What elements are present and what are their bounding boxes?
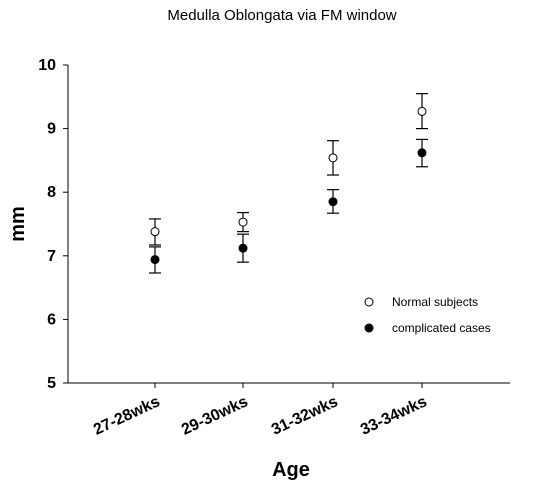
legend-marker — [364, 297, 374, 307]
legend-label: complicated cases — [392, 321, 491, 335]
data-point — [238, 243, 248, 253]
data-point — [150, 255, 160, 265]
y-tick-label: 10 — [38, 57, 56, 74]
y-axis: 5 6 7 8 9 10 — [38, 57, 69, 392]
series-layer — [149, 93, 428, 274]
y-tick-label: 5 — [47, 375, 56, 392]
chart-title: Medulla Oblongata via FM window — [167, 7, 396, 24]
y-tick-label: 6 — [47, 311, 56, 328]
x-tick-label: 31-32wks — [269, 393, 341, 439]
data-point — [238, 217, 248, 227]
x-tick-label: 29-30wks — [179, 393, 251, 439]
x-axis: 27-28wks 29-30wks 31-32wks 33-34wks — [68, 382, 510, 439]
y-axis-label: mm — [7, 206, 29, 242]
y-tick-label: 8 — [47, 184, 56, 201]
data-point — [417, 106, 427, 116]
legend-marker — [364, 323, 374, 333]
series-complicated-cases — [149, 138, 428, 274]
x-axis-label: Age — [272, 459, 310, 481]
x-tick-label: 27-28wks — [91, 393, 163, 439]
y-tick-label: 9 — [47, 121, 56, 138]
series-normal-subjects — [149, 93, 428, 246]
x-tick-label: 33-34wks — [358, 393, 430, 439]
data-point — [328, 197, 338, 207]
data-point — [328, 153, 338, 163]
data-point — [150, 227, 160, 237]
legend-label: Normal subjects — [392, 295, 478, 309]
legend: Normal subjects complicated cases — [364, 295, 491, 335]
data-point — [417, 148, 427, 158]
y-tick-label: 7 — [47, 248, 56, 265]
